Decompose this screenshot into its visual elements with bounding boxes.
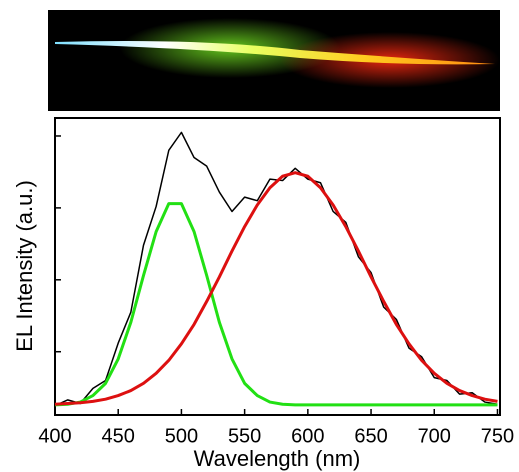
x-tick-label: 550 [228, 425, 261, 447]
y-axis-label: EL Intensity (a.u.) [12, 180, 37, 352]
x-tick-label: 750 [481, 425, 514, 447]
x-tick-label: 500 [165, 425, 198, 447]
series-line [54, 131, 498, 407]
x-tick-label: 400 [38, 425, 71, 447]
plot-frame [54, 117, 501, 416]
x-tick-label: 650 [354, 425, 387, 447]
x-tick-label: 600 [291, 425, 324, 447]
emission-photo [48, 10, 500, 111]
series-line [54, 171, 498, 406]
x-tick-label: 450 [102, 425, 135, 447]
plot-area: 400 450 500 550 600 650 700 750 [38, 131, 514, 447]
series-line [54, 202, 498, 407]
x-axis-label: Wavelength (nm) [194, 446, 361, 471]
x-tick-label: 700 [418, 425, 451, 447]
